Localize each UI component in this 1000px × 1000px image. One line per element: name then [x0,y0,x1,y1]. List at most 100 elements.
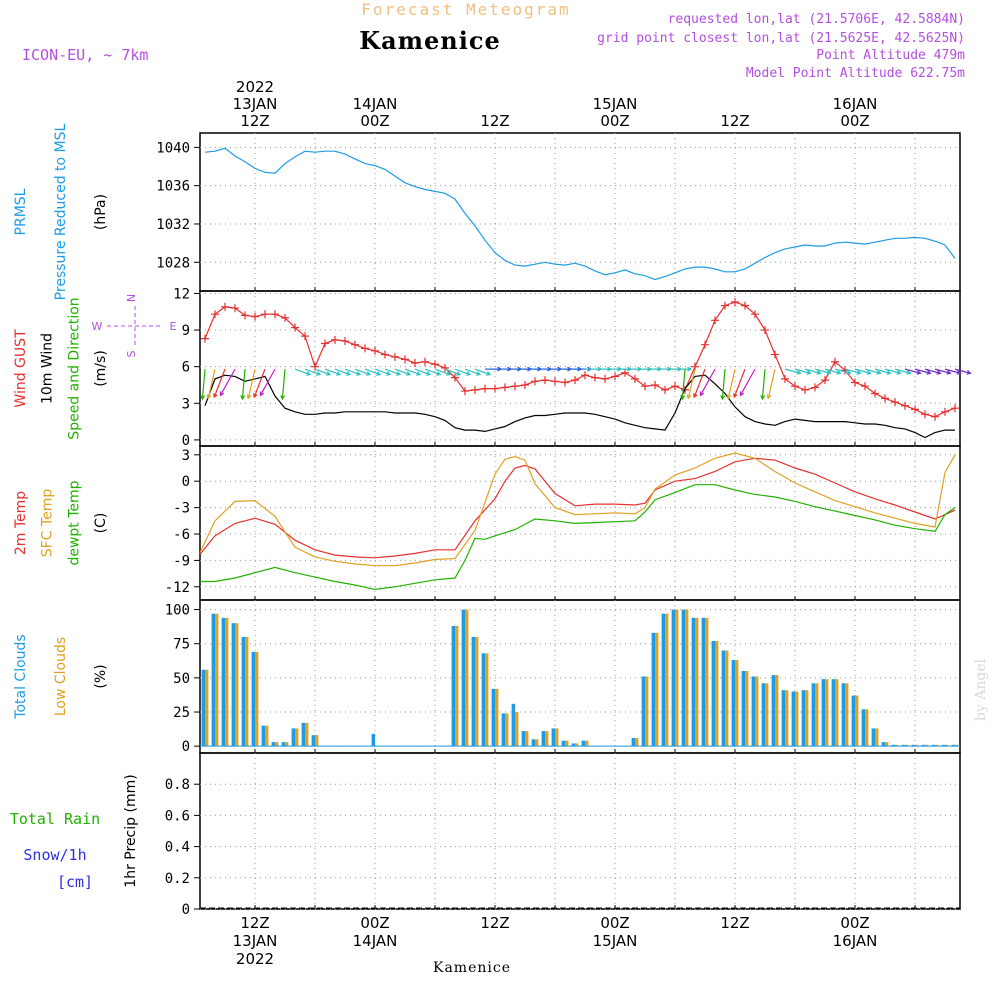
gust-marker [421,357,429,366]
wind-arrow [281,369,286,400]
cloud-bar [831,679,835,747]
wind-arrow [384,368,401,376]
y-tick-label: 0.6 [165,808,190,824]
wind-arrowhead [886,370,892,375]
wind-arrowhead [956,370,962,375]
cloud-bar [921,744,925,747]
series-line [204,374,955,439]
cloud-bar [221,617,225,747]
gust-marker [511,382,519,391]
cloud-bar [935,744,939,747]
watermark: by Angel [973,658,989,721]
wind-arrow [934,368,951,374]
wind-arrow [693,368,706,398]
wind-arrow [334,368,351,376]
y-axis-label: 2m Temp [13,491,29,555]
cloud-bar [901,744,905,747]
cloud-bar [915,744,919,747]
gust-marker [651,380,659,389]
gust-marker [881,394,889,403]
wind-arrow [824,368,841,374]
cloud-bar [821,679,825,747]
wind-arrowhead [846,370,852,375]
wind-arrow [304,368,321,376]
time-label: 15JAN [593,95,638,113]
wind-arrowhead [375,371,382,376]
y-tick-label: 0.8 [165,777,190,793]
cloud-bar [851,695,855,747]
cloud-bar [245,636,249,747]
chart-panels: 1028 1032 1036 1040 PRMSL Pressure Reduced to… [10,123,972,918]
gust-marker [801,385,809,394]
cloud-bar [451,626,455,747]
time-label: 16JAN [833,932,878,950]
cloud-bar [841,683,845,747]
cloud-bar [571,743,575,747]
cloud-bar [931,744,935,747]
chart-title: Kamenice [359,26,501,55]
y-tick-label: -12 [165,580,190,596]
cloud-bar [735,660,739,747]
wind-arrowhead [305,371,312,376]
gust-marker [341,337,349,346]
wind-arrow [944,368,961,374]
cloud-bar [785,690,789,747]
gust-marker [701,340,709,349]
wind-arrowhead [206,394,212,400]
y-axis-label: (hPa) [93,194,109,230]
wind-arrowhead [395,371,402,376]
cloud-bar [241,636,245,747]
y-tick-label: 0 [182,902,190,918]
cloud-bar [225,617,229,747]
y-tick-label: 1036 [156,179,190,195]
cloud-bar [891,744,895,747]
wind-arrow [844,368,861,374]
gust-marker [241,311,249,320]
cloud-bar [311,735,315,747]
wind-arrow [739,368,756,396]
wind-arrow [364,368,381,376]
wind-arrowhead [246,394,252,400]
gust-marker [561,378,569,387]
cloud-bar [865,709,869,747]
wind-arrow [434,368,451,376]
time-label: 15JAN [593,932,638,950]
cloud-bar [261,725,265,747]
wind-arrow [699,368,716,396]
wind-arrowhead [259,391,265,397]
gust-marker [901,401,909,410]
y-tick-label: 9 [182,323,190,339]
cloud-bar [771,675,775,747]
wind-arrowhead [866,370,872,375]
y-axis-label: SFC Temp [40,489,56,558]
y-tick-label: 100 [165,603,190,619]
wind-arrowhead [966,370,972,375]
wind-arrowhead [936,370,942,375]
time-label: 00Z [360,112,389,130]
cloud-bar [575,743,579,747]
gust-marker [261,310,269,319]
wind-arrow [241,369,246,400]
y-axis-label: Total Clouds [13,634,29,719]
y-axis-label: Wind GUST [13,329,29,408]
time-label: 2022 [236,950,274,968]
panel-precip: 0 0.2 0.4 0.6 0.8 1hr Precip (mm) Total Rain Sn… [10,752,961,918]
cloud-bar [741,671,745,747]
wind-arrowhead [355,371,362,376]
wind-arrow [454,368,471,376]
y-tick-label: 0 [182,433,190,449]
wind-arrowhead [796,370,802,375]
wind-arrow [854,368,871,374]
y-tick-label: 0 [182,474,190,490]
wind-arrowhead [816,370,822,375]
gust-marker [631,374,639,383]
y-axis-label: Low Clouds [53,637,69,716]
gust-marker [951,404,959,413]
wind-arrowhead [385,371,392,376]
compass-s-label: S [125,350,138,357]
cloud-bar [885,742,889,747]
wind-arrowhead [425,371,432,376]
cloud-bar [691,617,695,747]
cloud-bar [265,725,269,747]
gust-marker [731,297,739,306]
